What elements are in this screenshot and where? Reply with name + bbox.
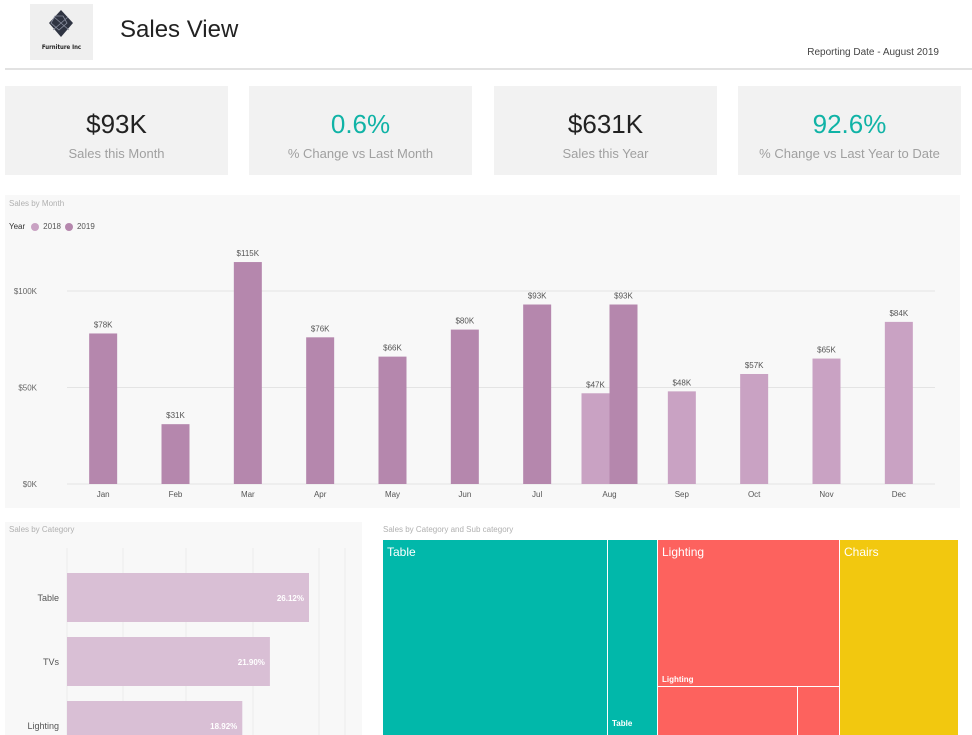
chart-legend[interactable]: Year 2018 2019 (9, 222, 95, 231)
x-tick-label: Jun (458, 490, 471, 499)
treemap-lighting-sub-1[interactable] (658, 687, 797, 735)
data-label: $115K (237, 249, 260, 258)
kpi-card-sales-this-month[interactable]: $93K Sales this Month (5, 86, 228, 175)
sales-by-category-chart: 26.12% Table 21.90% TVs 18.92% Lighting (27, 548, 346, 735)
bar-2018-oct (740, 373, 769, 484)
kpi-label: % Change vs Last Month (287, 146, 434, 161)
treemap-label-table: Table (387, 545, 416, 559)
data-label: $48K (672, 378, 691, 387)
x-tick-label: Oct (748, 490, 761, 499)
data-label: $47K (586, 380, 605, 389)
treemap-title: Sales by Category and Sub category (383, 525, 514, 534)
header-divider (5, 68, 972, 70)
kpi-value: 0.6% (330, 109, 391, 139)
bar-2019-jul (523, 304, 552, 484)
bar-2018-aug (581, 393, 610, 484)
category-label: Lighting (27, 721, 59, 731)
bar-2018-dec (884, 321, 913, 484)
y-tick-label: $100K (14, 287, 38, 296)
logo-text: Furniture Inc (41, 44, 82, 51)
category-bar-table (67, 573, 309, 622)
kpi-value: $93K (86, 109, 147, 139)
category-label: Table (37, 593, 59, 603)
data-label: $57K (745, 361, 764, 370)
kpi-label: % Change vs Last Year to Date (759, 146, 940, 161)
kpi-card-sales-this-year[interactable]: $631K Sales this Year (494, 86, 717, 175)
bar-2018-nov (812, 358, 841, 484)
legend-title: Year (9, 222, 26, 231)
legend-swatch-2019 (64, 222, 73, 231)
bar-2019-feb (161, 424, 190, 484)
bar-2019-apr (306, 337, 335, 484)
sales-by-category-title: Sales by Category (9, 525, 75, 534)
data-label: 21.90% (238, 658, 265, 667)
kpi-value: $631K (567, 109, 644, 139)
x-tick-label: Nov (819, 490, 833, 499)
legend-swatch-2018 (31, 222, 40, 231)
data-label: $78K (94, 320, 113, 329)
reporting-date: Reporting Date - August 2019 (807, 47, 939, 58)
bar-2019-may (378, 356, 407, 484)
sales-treemap: Table Table Lighting Lighting Chairs (383, 540, 958, 735)
data-label: $65K (817, 346, 836, 355)
category-label: TVs (43, 657, 60, 667)
kpi-value: 92.6% (812, 109, 887, 139)
data-label: $93K (528, 292, 547, 301)
data-label: 26.12% (277, 594, 304, 603)
treemap-label-chairs: Chairs (844, 545, 879, 559)
bar-2019-jan (89, 333, 118, 484)
y-tick-label: $50K (18, 384, 37, 393)
kpi-card-change-vs-last-month[interactable]: 0.6% % Change vs Last Month (249, 86, 472, 175)
data-label: 18.92% (210, 722, 237, 731)
page-title: Sales View (120, 16, 239, 43)
x-tick-label: Aug (602, 490, 616, 499)
bar-2018-sep (667, 391, 696, 484)
data-label: $76K (311, 324, 330, 333)
data-label: $93K (614, 292, 633, 301)
x-tick-label: Feb (169, 490, 183, 499)
x-tick-label: Mar (241, 490, 255, 499)
bar-2019-mar (233, 262, 262, 484)
treemap-sublabel-lighting: Lighting (662, 675, 694, 684)
treemap-lighting-sub-2[interactable] (798, 687, 839, 735)
x-tick-label: May (385, 490, 400, 499)
treemap-label-lighting: Lighting (662, 545, 705, 559)
data-label: $84K (889, 309, 908, 318)
sales-by-month-title: Sales by Month (9, 199, 65, 208)
category-bar-lighting (67, 701, 243, 735)
bar-2019-jun (450, 329, 479, 484)
kpi-label: Sales this Year (562, 146, 649, 161)
data-label: $66K (383, 344, 402, 353)
x-tick-label: Apr (314, 490, 327, 499)
legend-item-2019[interactable]: 2019 (76, 222, 95, 231)
treemap-lighting-main[interactable] (658, 540, 839, 686)
x-tick-label: Jul (532, 490, 542, 499)
treemap-table-sub[interactable] (608, 540, 657, 735)
data-label: $80K (455, 317, 474, 326)
bar-2019-aug (609, 304, 638, 484)
treemap-chairs[interactable] (840, 540, 958, 735)
category-bar-tvs (67, 637, 270, 686)
kpi-label: Sales this Month (68, 146, 165, 161)
sales-by-category-panel[interactable] (5, 522, 362, 735)
kpi-card-change-vs-last-year[interactable]: 92.6% % Change vs Last Year to Date (738, 86, 961, 175)
legend-item-2018[interactable]: 2018 (43, 222, 61, 231)
treemap-sublabel-table: Table (612, 719, 633, 728)
treemap-table-main[interactable] (383, 540, 607, 735)
data-label: $31K (166, 411, 185, 420)
x-tick-label: Dec (892, 490, 906, 499)
logo-mark-icon (49, 10, 73, 37)
x-tick-label: Sep (675, 490, 690, 499)
company-logo: Furniture Inc (30, 4, 93, 60)
y-tick-label: $0K (23, 480, 38, 489)
sales-by-month-chart: $0K $50K $100K $78K Jan $31K Feb $115K Mar $76K Ap… (14, 249, 935, 499)
x-tick-label: Jan (97, 490, 110, 499)
